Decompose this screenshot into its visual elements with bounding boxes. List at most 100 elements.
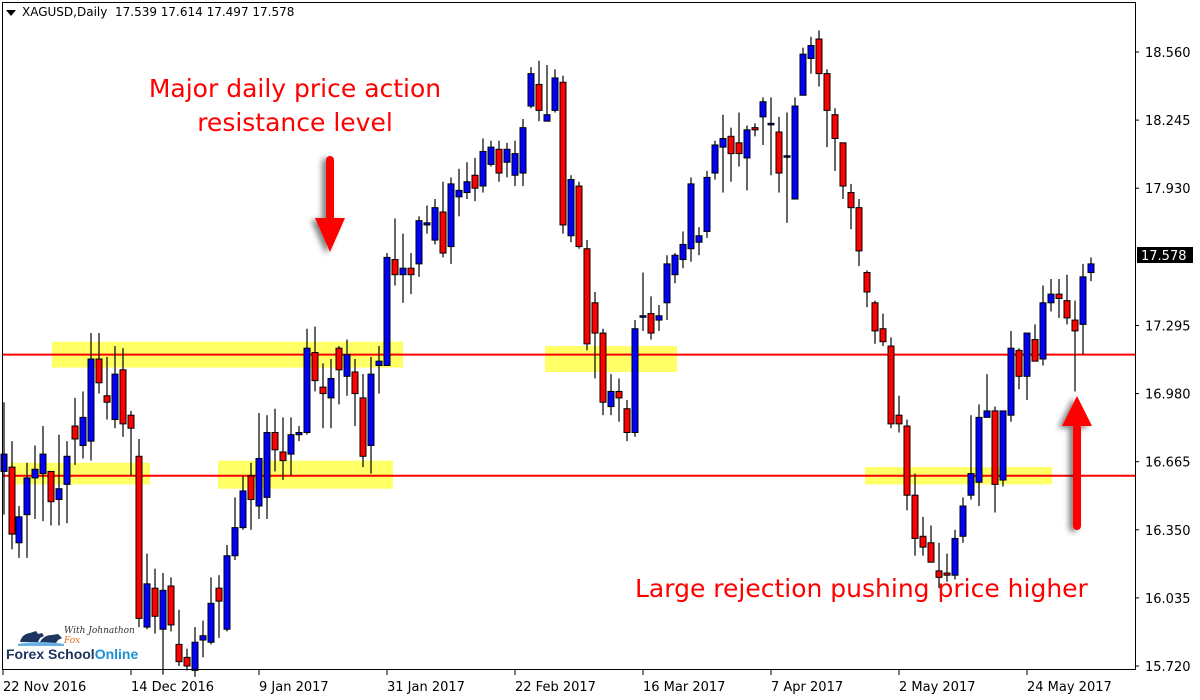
- candle: [607, 374, 615, 416]
- candle: [919, 516, 927, 556]
- candle: [63, 441, 71, 524]
- candle: [135, 438, 143, 628]
- candle: [863, 270, 871, 308]
- candle: [831, 108, 839, 171]
- candle: [879, 313, 887, 347]
- candle: [727, 127, 735, 182]
- candle: [511, 140, 519, 187]
- resistance-annotation-line1: Major daily price action: [148, 74, 442, 103]
- price-tick-label: 16.980: [1145, 388, 1191, 403]
- candle: [71, 397, 79, 465]
- highlight-zone: [10, 462, 150, 485]
- candle: [159, 573, 167, 675]
- candle: [1071, 300, 1079, 392]
- candle: [927, 525, 935, 563]
- candle: [935, 542, 943, 589]
- symbol-timeframe: XAGUSD,Daily: [22, 5, 108, 19]
- dropdown-triangle-icon[interactable]: [6, 9, 16, 16]
- candle: [815, 30, 823, 87]
- candle: [239, 475, 247, 530]
- candle: [191, 627, 199, 677]
- candle: [839, 142, 847, 200]
- date-tick-label: 31 Jan 2017: [387, 680, 465, 695]
- svg-text:17.578: 17.578: [1141, 249, 1187, 264]
- candle: [279, 417, 287, 481]
- candle: [151, 568, 159, 634]
- down-arrow-icon: [315, 156, 345, 252]
- candle: [487, 140, 495, 167]
- candle: [799, 47, 807, 96]
- candle: [127, 410, 135, 476]
- candle: [335, 346, 343, 405]
- candle: [407, 253, 415, 295]
- candle: [1015, 348, 1023, 390]
- candle: [287, 417, 295, 476]
- price-axis: 18.560 18.245 17.930 17.295 16.980 16.665 16.3…: [1135, 46, 1191, 675]
- price-tick-label: 18.245: [1145, 114, 1191, 129]
- horizontal-level-lines: [3, 353, 1135, 477]
- candle: [31, 445, 39, 519]
- candle: [559, 75, 567, 234]
- candle: [695, 227, 703, 256]
- candle: [679, 231, 687, 269]
- candle: [1063, 274, 1071, 325]
- candle: [351, 359, 359, 427]
- candle: [311, 326, 319, 392]
- candle: [887, 337, 895, 429]
- candle: [759, 97, 767, 145]
- candle: [903, 419, 911, 511]
- candle: [15, 506, 23, 558]
- logo-tagline: With Johnathon Fox: [64, 626, 135, 646]
- candle: [183, 648, 191, 671]
- candle: [327, 359, 335, 429]
- candle: [823, 69, 831, 148]
- candle: [231, 497, 239, 561]
- candle: [271, 408, 279, 472]
- logo-name: Forex SchoolOnline: [6, 646, 139, 662]
- candle: [95, 333, 103, 394]
- price-candles: [0, 30, 1095, 677]
- candle: [519, 119, 527, 187]
- candle: [527, 67, 535, 109]
- candle: [791, 97, 799, 200]
- candle: [431, 199, 439, 245]
- candle: [223, 544, 231, 632]
- candle: [575, 181, 583, 249]
- date-tick-label: 9 Jan 2017: [259, 680, 329, 695]
- candle: [871, 300, 879, 344]
- candle: [343, 339, 351, 396]
- candle: [423, 205, 431, 234]
- forex-school-online-logo: With Johnathon Fox Forex SchoolOnline: [6, 626, 146, 666]
- candle: [0, 402, 8, 515]
- candle: [631, 320, 639, 437]
- candle: [495, 140, 503, 182]
- candle: [415, 216, 423, 277]
- candle: [911, 473, 919, 556]
- candle: [663, 255, 671, 321]
- candle: [951, 529, 959, 580]
- candle: [399, 233, 407, 303]
- candle: [103, 356, 111, 420]
- candle: [543, 64, 551, 122]
- time-axis: 22 Nov 2016 14 Dec 2016 9 Jan 2017 31 Jan 2…: [2, 670, 1112, 695]
- candle: [975, 404, 983, 507]
- candle: [671, 253, 679, 284]
- candle: [295, 426, 303, 442]
- candle: [767, 97, 775, 176]
- candle: [479, 138, 487, 193]
- candle: [783, 112, 791, 223]
- candle: [735, 112, 743, 167]
- date-tick-label: 2 May 2017: [899, 680, 976, 695]
- candle: [247, 462, 255, 530]
- price-tick-label: 15.720: [1145, 660, 1191, 675]
- candle: [639, 272, 647, 331]
- date-tick-label: 22 Nov 2016: [3, 680, 86, 695]
- candle: [703, 170, 711, 238]
- candle: [583, 240, 591, 351]
- candle: [535, 60, 543, 122]
- date-tick-label: 7 Apr 2017: [771, 680, 843, 695]
- candle: [79, 391, 87, 459]
- candle: [303, 328, 311, 435]
- price-tick-label: 18.560: [1145, 46, 1191, 61]
